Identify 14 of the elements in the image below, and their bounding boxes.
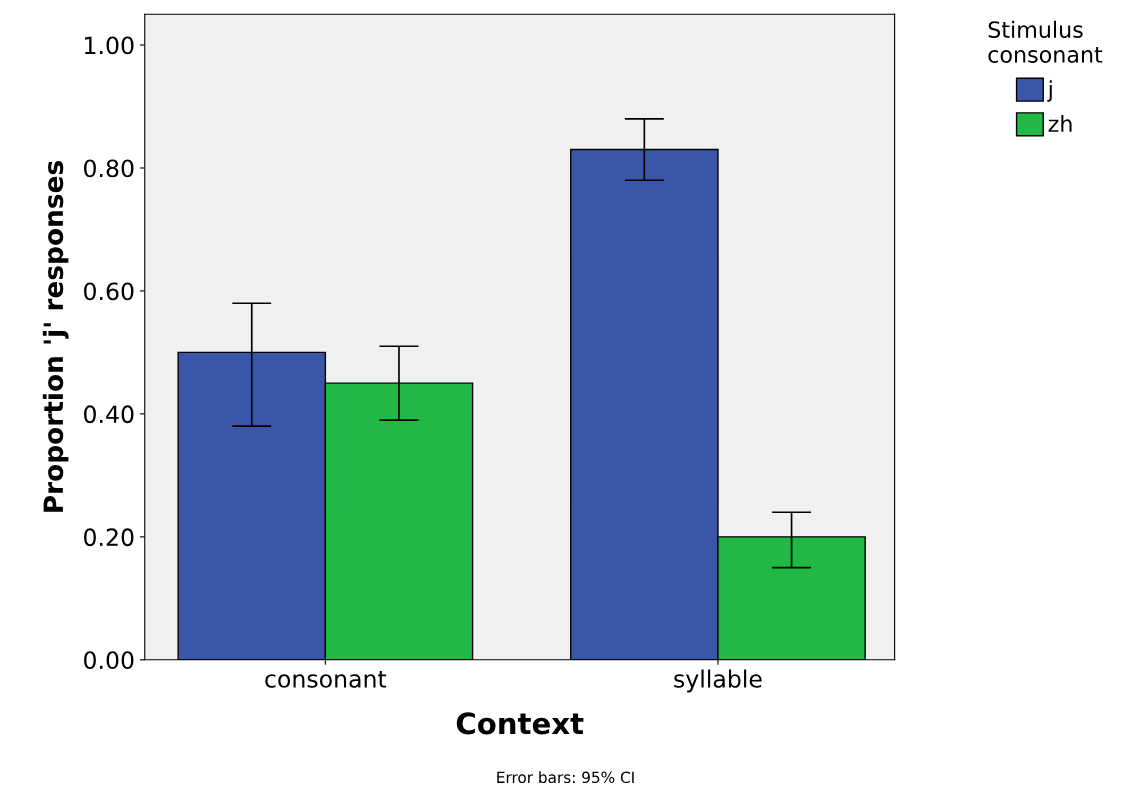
y-tick-label: 0.40 (84, 405, 134, 424)
x-axis-title: Context (456, 712, 584, 735)
text: Error bars: 95% CI (497, 771, 634, 784)
legend-title: Stimulus consonant (988, 20, 1103, 63)
x-tick-label: syllable (674, 669, 762, 693)
y-axis-title: Proportion 'j' responses (42, 161, 69, 512)
legend-label: zh (1048, 114, 1072, 132)
y-tick-label: 0.80 (84, 159, 134, 178)
y-tick-label: 0.60 (84, 282, 134, 301)
legend-label: j (1047, 80, 1052, 102)
y-tick-label: 1.00 (85, 36, 134, 55)
x-tick-label: consonant (265, 670, 387, 688)
y-tick-label: 0.20 (84, 528, 134, 547)
y-tick-label: 0.00 (84, 651, 134, 670)
